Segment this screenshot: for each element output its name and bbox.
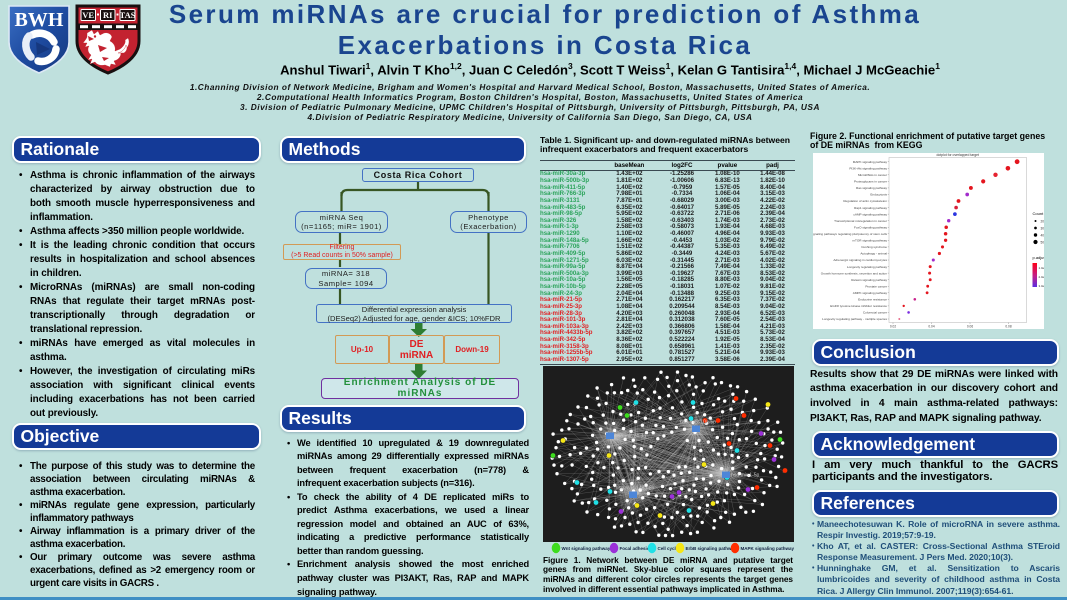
- svg-text:hsa-mir-1-5p: hsa-mir-1-5p: [731, 472, 760, 478]
- svg-text:hsa-miR-10a-5p: hsa-miR-10a-5p: [680, 419, 716, 425]
- svg-text:Rap1 signaling pathway: Rap1 signaling pathway: [854, 206, 887, 210]
- svg-text:50: 50: [1040, 241, 1044, 245]
- svg-text:p.adjust: p.adjust: [1032, 255, 1044, 260]
- svg-text:Endocrine resistance: Endocrine resistance: [858, 298, 887, 302]
- svg-text:Signaling pathways regulating: Signaling pathways regulating pluripoten…: [813, 232, 887, 236]
- svg-text:Cell cycle: Cell cycle: [658, 546, 679, 551]
- svg-text:Longevity regulating pathway -: Longevity regulating pathway - multiple …: [822, 317, 887, 321]
- svg-text:0.02: 0.02: [889, 325, 895, 329]
- svg-text:Transcriptional misregulation: Transcriptional misregulation in cancer: [834, 219, 887, 223]
- svg-text:AMPK signaling pathway: AMPK signaling pathway: [852, 291, 887, 295]
- svg-text:Longevity regulating pathway: Longevity regulating pathway: [846, 265, 887, 269]
- svg-text:0.06: 0.06: [966, 325, 972, 329]
- svg-text:Colorectal cancer: Colorectal cancer: [862, 311, 886, 315]
- svg-text:Focal adhesion: Focal adhesion: [620, 546, 653, 551]
- svg-text:EGFR tyrosine kinase inhibitor: EGFR tyrosine kinase inhibitor resistanc…: [830, 304, 887, 308]
- svg-text:dotplot for overlapped target: dotplot for overlapped target: [936, 153, 978, 157]
- svg-text:Endocytosis: Endocytosis: [870, 193, 887, 197]
- svg-text:ErbB signaling pathway: ErbB signaling pathway: [686, 546, 738, 551]
- svg-text:3.0e-05: 3.0e-05: [1038, 284, 1044, 288]
- svg-text:0.04: 0.04: [928, 325, 934, 329]
- svg-text:hsa-mir-24-3p: hsa-mir-24-3p: [615, 433, 646, 439]
- svg-text:1.0e-05: 1.0e-05: [1038, 266, 1044, 270]
- svg-text:Cushing syndrome: Cushing syndrome: [861, 245, 887, 249]
- svg-text:VE: VE: [82, 10, 94, 20]
- svg-text:Relaxin signaling pathway: Relaxin signaling pathway: [851, 278, 887, 282]
- svg-text:BWH: BWH: [15, 9, 64, 31]
- svg-text:Proteoglycans in cancer: Proteoglycans in cancer: [853, 180, 886, 184]
- svg-text:MAPK signaling pathway: MAPK signaling pathway: [852, 160, 887, 164]
- svg-text:PI3K-Akt signaling pathway: PI3K-Akt signaling pathway: [849, 166, 887, 170]
- svg-text:Adrenergic signaling in cardio: Adrenergic signaling in cardiomyocytes: [833, 258, 887, 262]
- svg-text:RI: RI: [103, 10, 113, 20]
- svg-text:mTOR signaling pathway: mTOR signaling pathway: [852, 239, 887, 243]
- svg-text:TAS: TAS: [120, 10, 136, 20]
- svg-text:0.08: 0.08: [1005, 325, 1011, 329]
- svg-text:40: 40: [1040, 234, 1044, 238]
- svg-text:20: 20: [1040, 220, 1044, 224]
- svg-text:FoxO signaling pathway: FoxO signaling pathway: [853, 225, 886, 229]
- svg-text:MicroRNAs in cancer: MicroRNAs in cancer: [857, 173, 886, 177]
- svg-text:Wnt signaling pathway: Wnt signaling pathway: [562, 546, 611, 551]
- svg-text:2.0e-05: 2.0e-05: [1038, 275, 1044, 279]
- svg-text:Prostate cancer: Prostate cancer: [865, 284, 887, 288]
- svg-text:Ras signaling pathway: Ras signaling pathway: [856, 186, 887, 190]
- svg-text:cAMP signaling pathway: cAMP signaling pathway: [853, 212, 887, 216]
- svg-text:30: 30: [1040, 227, 1044, 231]
- svg-text:Count: Count: [1032, 211, 1044, 216]
- svg-text:MAPK signaling pathway: MAPK signaling pathway: [741, 546, 795, 551]
- svg-text:Growth hormone synthesis, secr: Growth hormone synthesis, secretion and …: [820, 271, 886, 275]
- svg-text:Regulation of actin cytoskelet: Regulation of actin cytoskeleton: [843, 199, 887, 203]
- svg-text:Autophagy - animal: Autophagy - animal: [860, 252, 887, 256]
- svg-text:hsa-miR-148a-5p: hsa-miR-148a-5p: [616, 485, 655, 491]
